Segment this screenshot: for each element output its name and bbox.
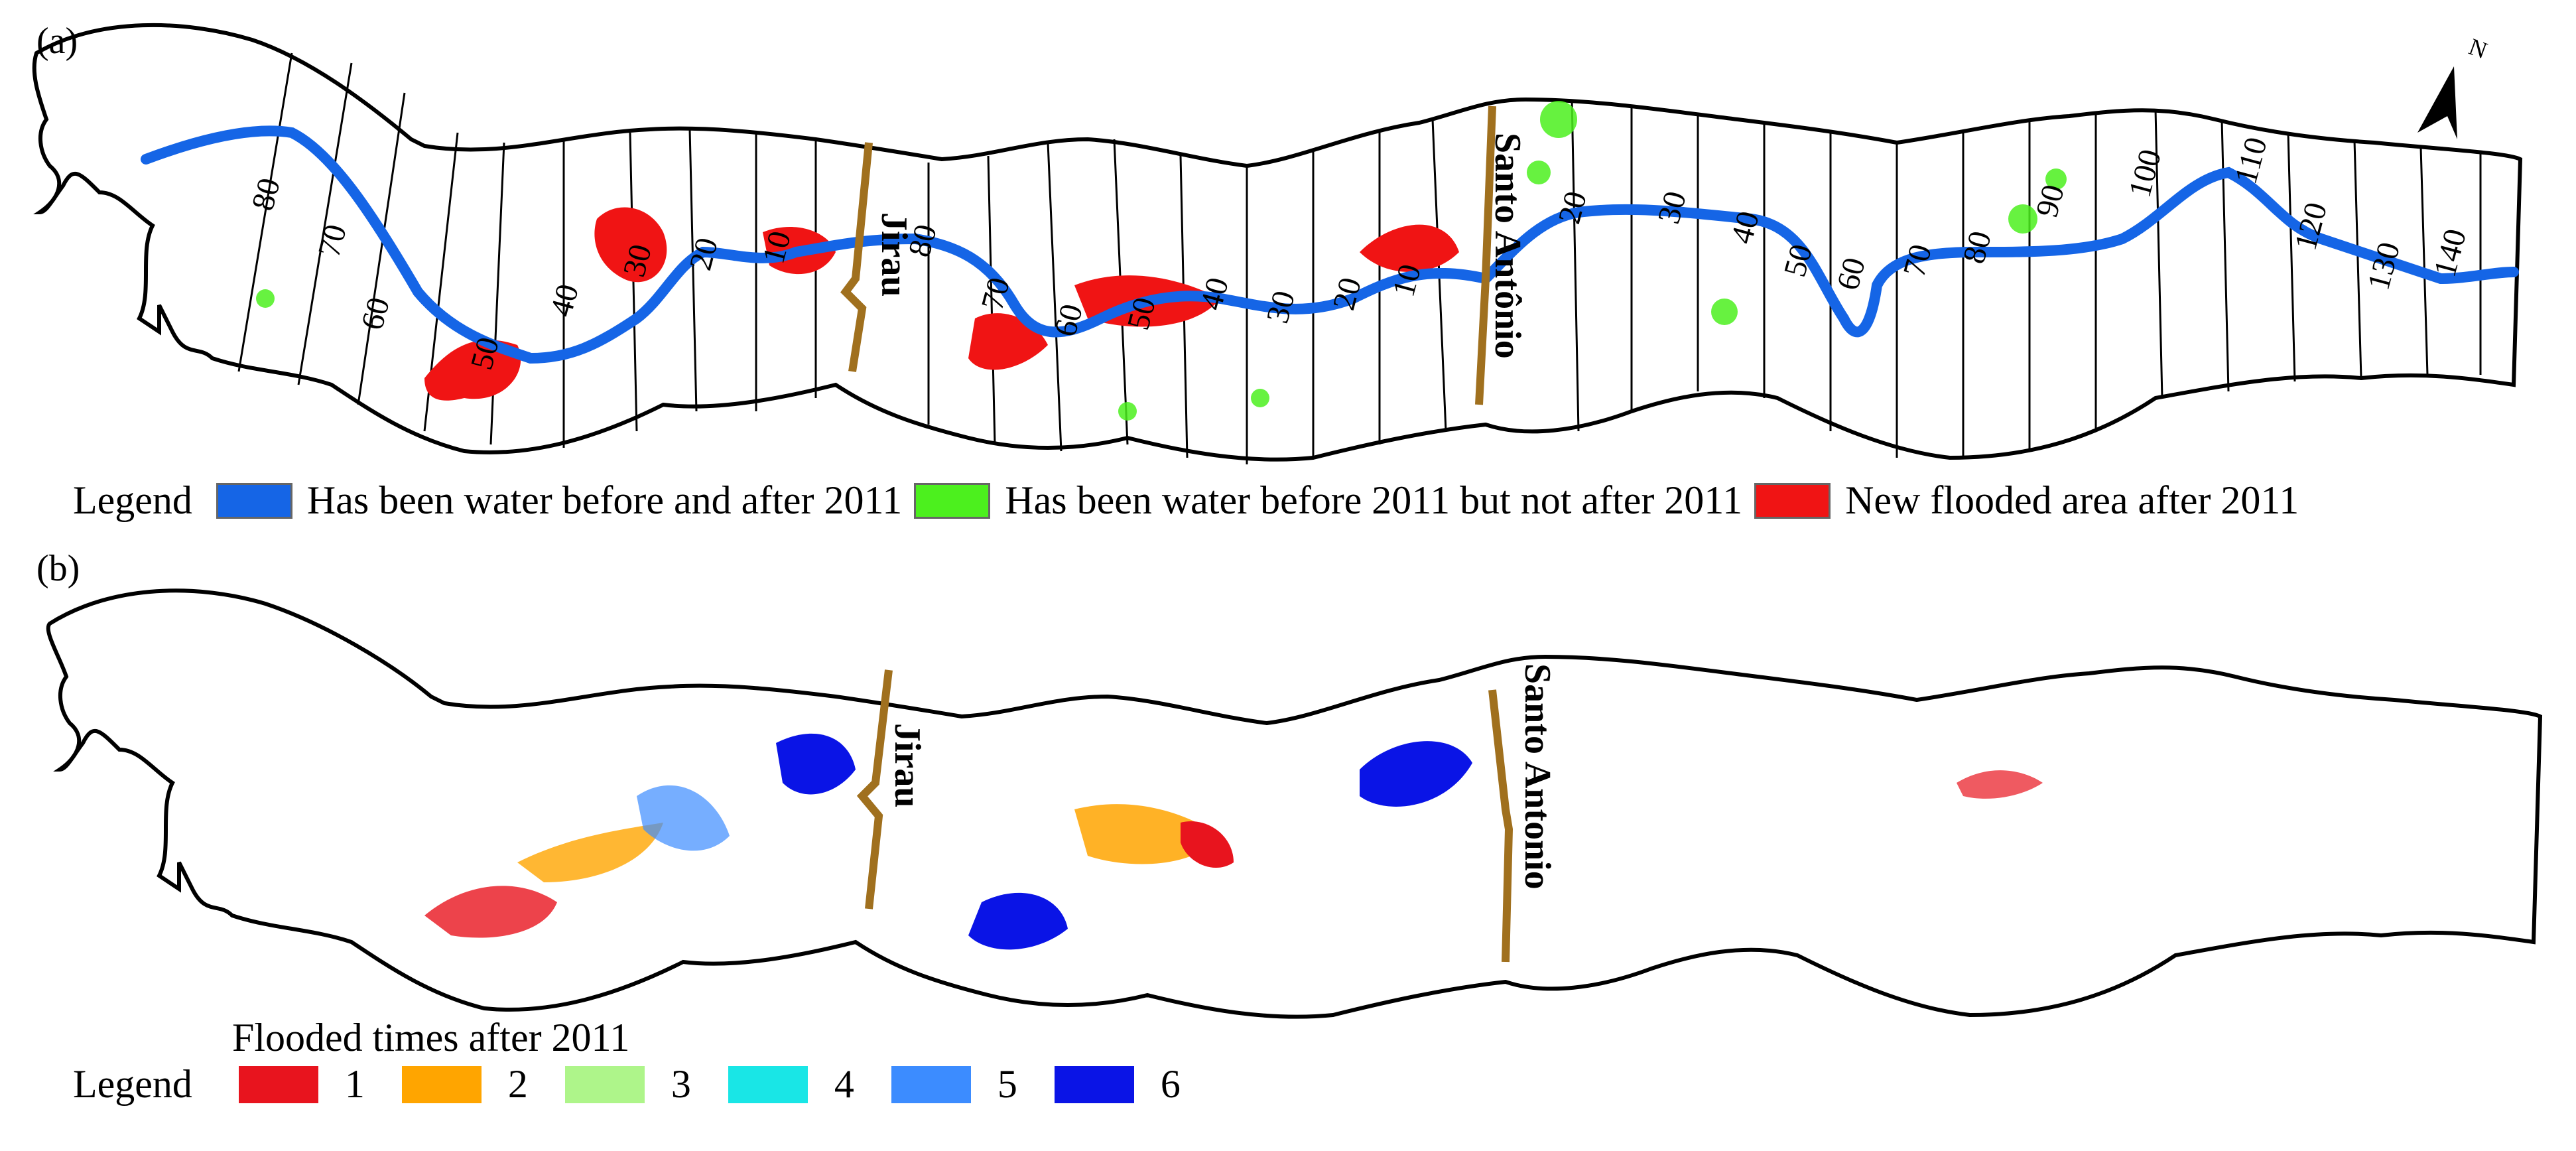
panel-b-map: Jirau Santo Antonio (46, 588, 2543, 1019)
panel-b-study-area-outline (46, 588, 2543, 1019)
panel-a-jirau-dam (840, 142, 873, 372)
legend-b-swatch-4 (728, 1065, 808, 1103)
legend-swatch-red (1754, 482, 1831, 519)
legend-item-water-before-after: Has been water before and after 2011 (216, 478, 902, 523)
panel-b-santo-antonio-label: Santo Antonio (1517, 663, 1558, 890)
legend-label-new-flooded: New flooded area after 2011 (1845, 478, 2299, 522)
legend-swatch-blue (216, 482, 292, 519)
panel-b-legend-items: 1 2 3 4 5 6 (238, 1061, 1218, 1107)
legend-swatch-green (914, 482, 991, 519)
panel-a-santo-antonio-dam (1475, 105, 1496, 405)
legend-item-new-flooded: New flooded area after 2011 (1754, 478, 2299, 523)
panel-b-santo-antonio-dam (1488, 689, 1513, 963)
panel-a-legend-title: Legend (73, 478, 192, 522)
legend-b-item-2: 2 (401, 1061, 528, 1107)
panel-a-label: (a) (36, 21, 78, 62)
legend-b-label-1: 1 (344, 1062, 365, 1106)
north-label: N (2465, 33, 2490, 64)
legend-b-item-4: 4 (728, 1061, 854, 1107)
panel-b-flood-frequency-areas (424, 733, 2043, 950)
panel-b-jirau-dam (856, 669, 893, 910)
panel-a-river (141, 125, 2519, 364)
legend-b-item-6: 6 (1054, 1061, 1181, 1107)
panel-b-legend-subtitle: Flooded times after 2011 (232, 1016, 630, 1059)
legend-label-water-before-after: Has been water before and after 2011 (306, 478, 903, 522)
panel-b-legend: Legend 1 2 3 4 5 6 (73, 1061, 1218, 1107)
legend-b-label-2: 2 (507, 1062, 528, 1106)
legend-b-swatch-2 (401, 1065, 482, 1103)
panel-a-jirau-label: Jirau (873, 212, 915, 297)
panel-a-lost-water-areas (256, 101, 2067, 421)
legend-b-swatch-1 (238, 1065, 318, 1103)
legend-b-item-3: 3 (564, 1061, 691, 1107)
panel-b-jirau-label: Jirau (887, 723, 928, 808)
legend-b-swatch-3 (564, 1065, 645, 1103)
legend-b-swatch-5 (891, 1065, 971, 1103)
north-arrow-icon (2417, 66, 2457, 139)
legend-b-label-3: 3 (671, 1062, 691, 1106)
legend-b-item-1: 1 (238, 1061, 365, 1107)
legend-b-label-6: 6 (1160, 1062, 1181, 1106)
legend-item-water-before-only: Has been water before 2011 but not after… (914, 478, 1742, 523)
legend-b-item-5: 5 (891, 1061, 1017, 1107)
legend-b-label-4: 4 (834, 1062, 854, 1106)
panel-a-legend: Legend Has been water before and after 2… (73, 478, 2311, 523)
panel-a-study-area-outline (32, 23, 2523, 462)
panel-a-santo-antonio-label: Santo Antônio (1487, 133, 1528, 359)
panel-b-label: (b) (36, 548, 80, 589)
legend-b-label-5: 5 (997, 1062, 1017, 1106)
legend-b-swatch-6 (1054, 1065, 1134, 1103)
legend-label-water-before-only: Has been water before 2011 but not after… (1005, 478, 1743, 522)
panel-b-legend-title: Legend (73, 1062, 192, 1106)
